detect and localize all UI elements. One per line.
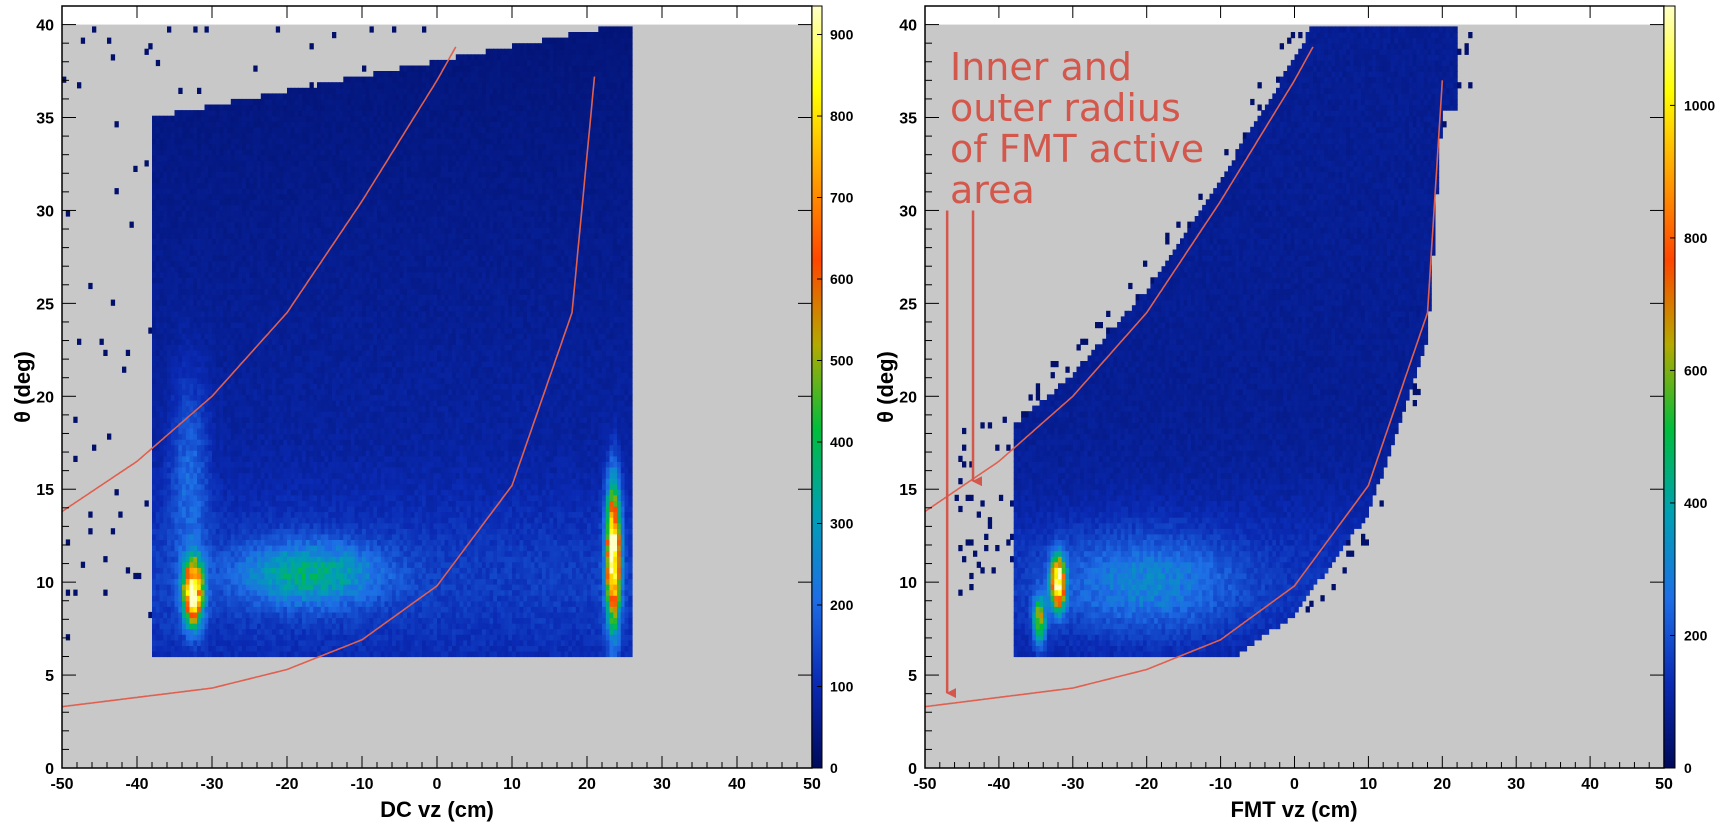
x-tick-label: 40 xyxy=(728,776,746,793)
colorbar-tick-label: 1000 xyxy=(1684,97,1715,113)
colorbar-tick-label: 300 xyxy=(830,516,854,532)
x-tick-label: 10 xyxy=(503,776,521,793)
annotation-line-4: area xyxy=(950,168,1035,212)
colorbar-tick-label: 900 xyxy=(830,27,854,43)
colorbar-ticks: 0 200 400 600 800 1000 xyxy=(1670,97,1715,776)
x-tick-label: 10 xyxy=(1360,776,1378,793)
colorbar xyxy=(812,6,822,768)
x-tick-label: -40 xyxy=(987,776,1010,793)
annotation-line-3: of FMT active xyxy=(950,127,1204,171)
colorbar-tick-label: 800 xyxy=(1684,230,1708,246)
x-tick-label: -20 xyxy=(275,776,298,793)
annotation-line-1: Inner and xyxy=(950,45,1132,89)
x-tick-label: -50 xyxy=(913,776,936,793)
x-axis-label: FMT vz (cm) xyxy=(1230,797,1357,822)
y-tick-label: 5 xyxy=(45,668,54,685)
chart-right: -50 -40 -30 -20 -10 0 10 20 30 40 50 0 5 10 15 20 25 30 3… xyxy=(873,6,1715,822)
x-tick-label: 20 xyxy=(1433,776,1451,793)
colorbar-tick-label: 200 xyxy=(830,597,854,613)
y-tick-label: 0 xyxy=(908,761,917,778)
y-tick-label: 5 xyxy=(908,668,917,685)
x-tick-label: 20 xyxy=(578,776,596,793)
x-tick-label: 30 xyxy=(1507,776,1525,793)
y-tick-label: 25 xyxy=(899,296,917,313)
colorbar-tick-label: 800 xyxy=(830,108,854,124)
x-tick-label: -50 xyxy=(50,776,73,793)
y-axis-label: θ (deg) xyxy=(873,351,898,423)
y-tick-label: 20 xyxy=(36,389,54,406)
colorbar-tick-label: 100 xyxy=(830,679,854,695)
y-tick-label: 30 xyxy=(36,203,54,220)
y-tick-label: 0 xyxy=(45,761,54,778)
y-tick-label: 10 xyxy=(36,575,54,592)
y-tick-label: 40 xyxy=(899,18,917,35)
x-tick-label: -20 xyxy=(1135,776,1158,793)
colorbar-tick-label: 600 xyxy=(830,271,854,287)
y-tick-label: 20 xyxy=(899,389,917,406)
y-tick-label: 35 xyxy=(36,111,54,128)
x-tick-label: 50 xyxy=(803,776,821,793)
x-tick-label: -10 xyxy=(350,776,373,793)
x-tick-label: -10 xyxy=(1209,776,1232,793)
y-tick-label: 40 xyxy=(36,18,54,35)
colorbar-tick-label: 400 xyxy=(830,434,854,450)
x-tick-label: 30 xyxy=(653,776,671,793)
y-tick-label: 15 xyxy=(899,482,917,499)
colorbar-tick-label: 0 xyxy=(1684,760,1692,776)
colorbar-tick-label: 0 xyxy=(830,760,838,776)
chart-left: -50 -40 -30 -20 -10 0 10 20 30 40 50 0 5 10 15 20 25 30 3… xyxy=(10,6,854,822)
colorbar-tick-label: 700 xyxy=(830,190,854,206)
annotation-line-2: outer radius xyxy=(950,86,1181,130)
x-tick-label: -30 xyxy=(1061,776,1084,793)
colorbar xyxy=(1664,6,1675,768)
y-tick-label: 35 xyxy=(899,111,917,128)
x-tick-label: 50 xyxy=(1655,776,1673,793)
y-tick-label: 30 xyxy=(899,203,917,220)
x-axis-label: DC vz (cm) xyxy=(380,797,494,822)
y-axis-label: θ (deg) xyxy=(10,351,35,423)
x-tick-label: 0 xyxy=(1290,776,1299,793)
colorbar-tick-label: 200 xyxy=(1684,627,1708,643)
colorbar-tick-label: 500 xyxy=(830,353,854,369)
colorbar-tick-label: 400 xyxy=(1684,495,1708,511)
x-tick-label: 0 xyxy=(433,776,442,793)
x-tick-label: -30 xyxy=(200,776,223,793)
y-tick-label: 10 xyxy=(899,575,917,592)
y-tick-label: 25 xyxy=(36,296,54,313)
histogram-cells xyxy=(62,25,812,768)
x-tick-label: -40 xyxy=(125,776,148,793)
x-tick-label: 40 xyxy=(1581,776,1599,793)
y-tick-label: 15 xyxy=(36,482,54,499)
colorbar-tick-label: 600 xyxy=(1684,362,1708,378)
